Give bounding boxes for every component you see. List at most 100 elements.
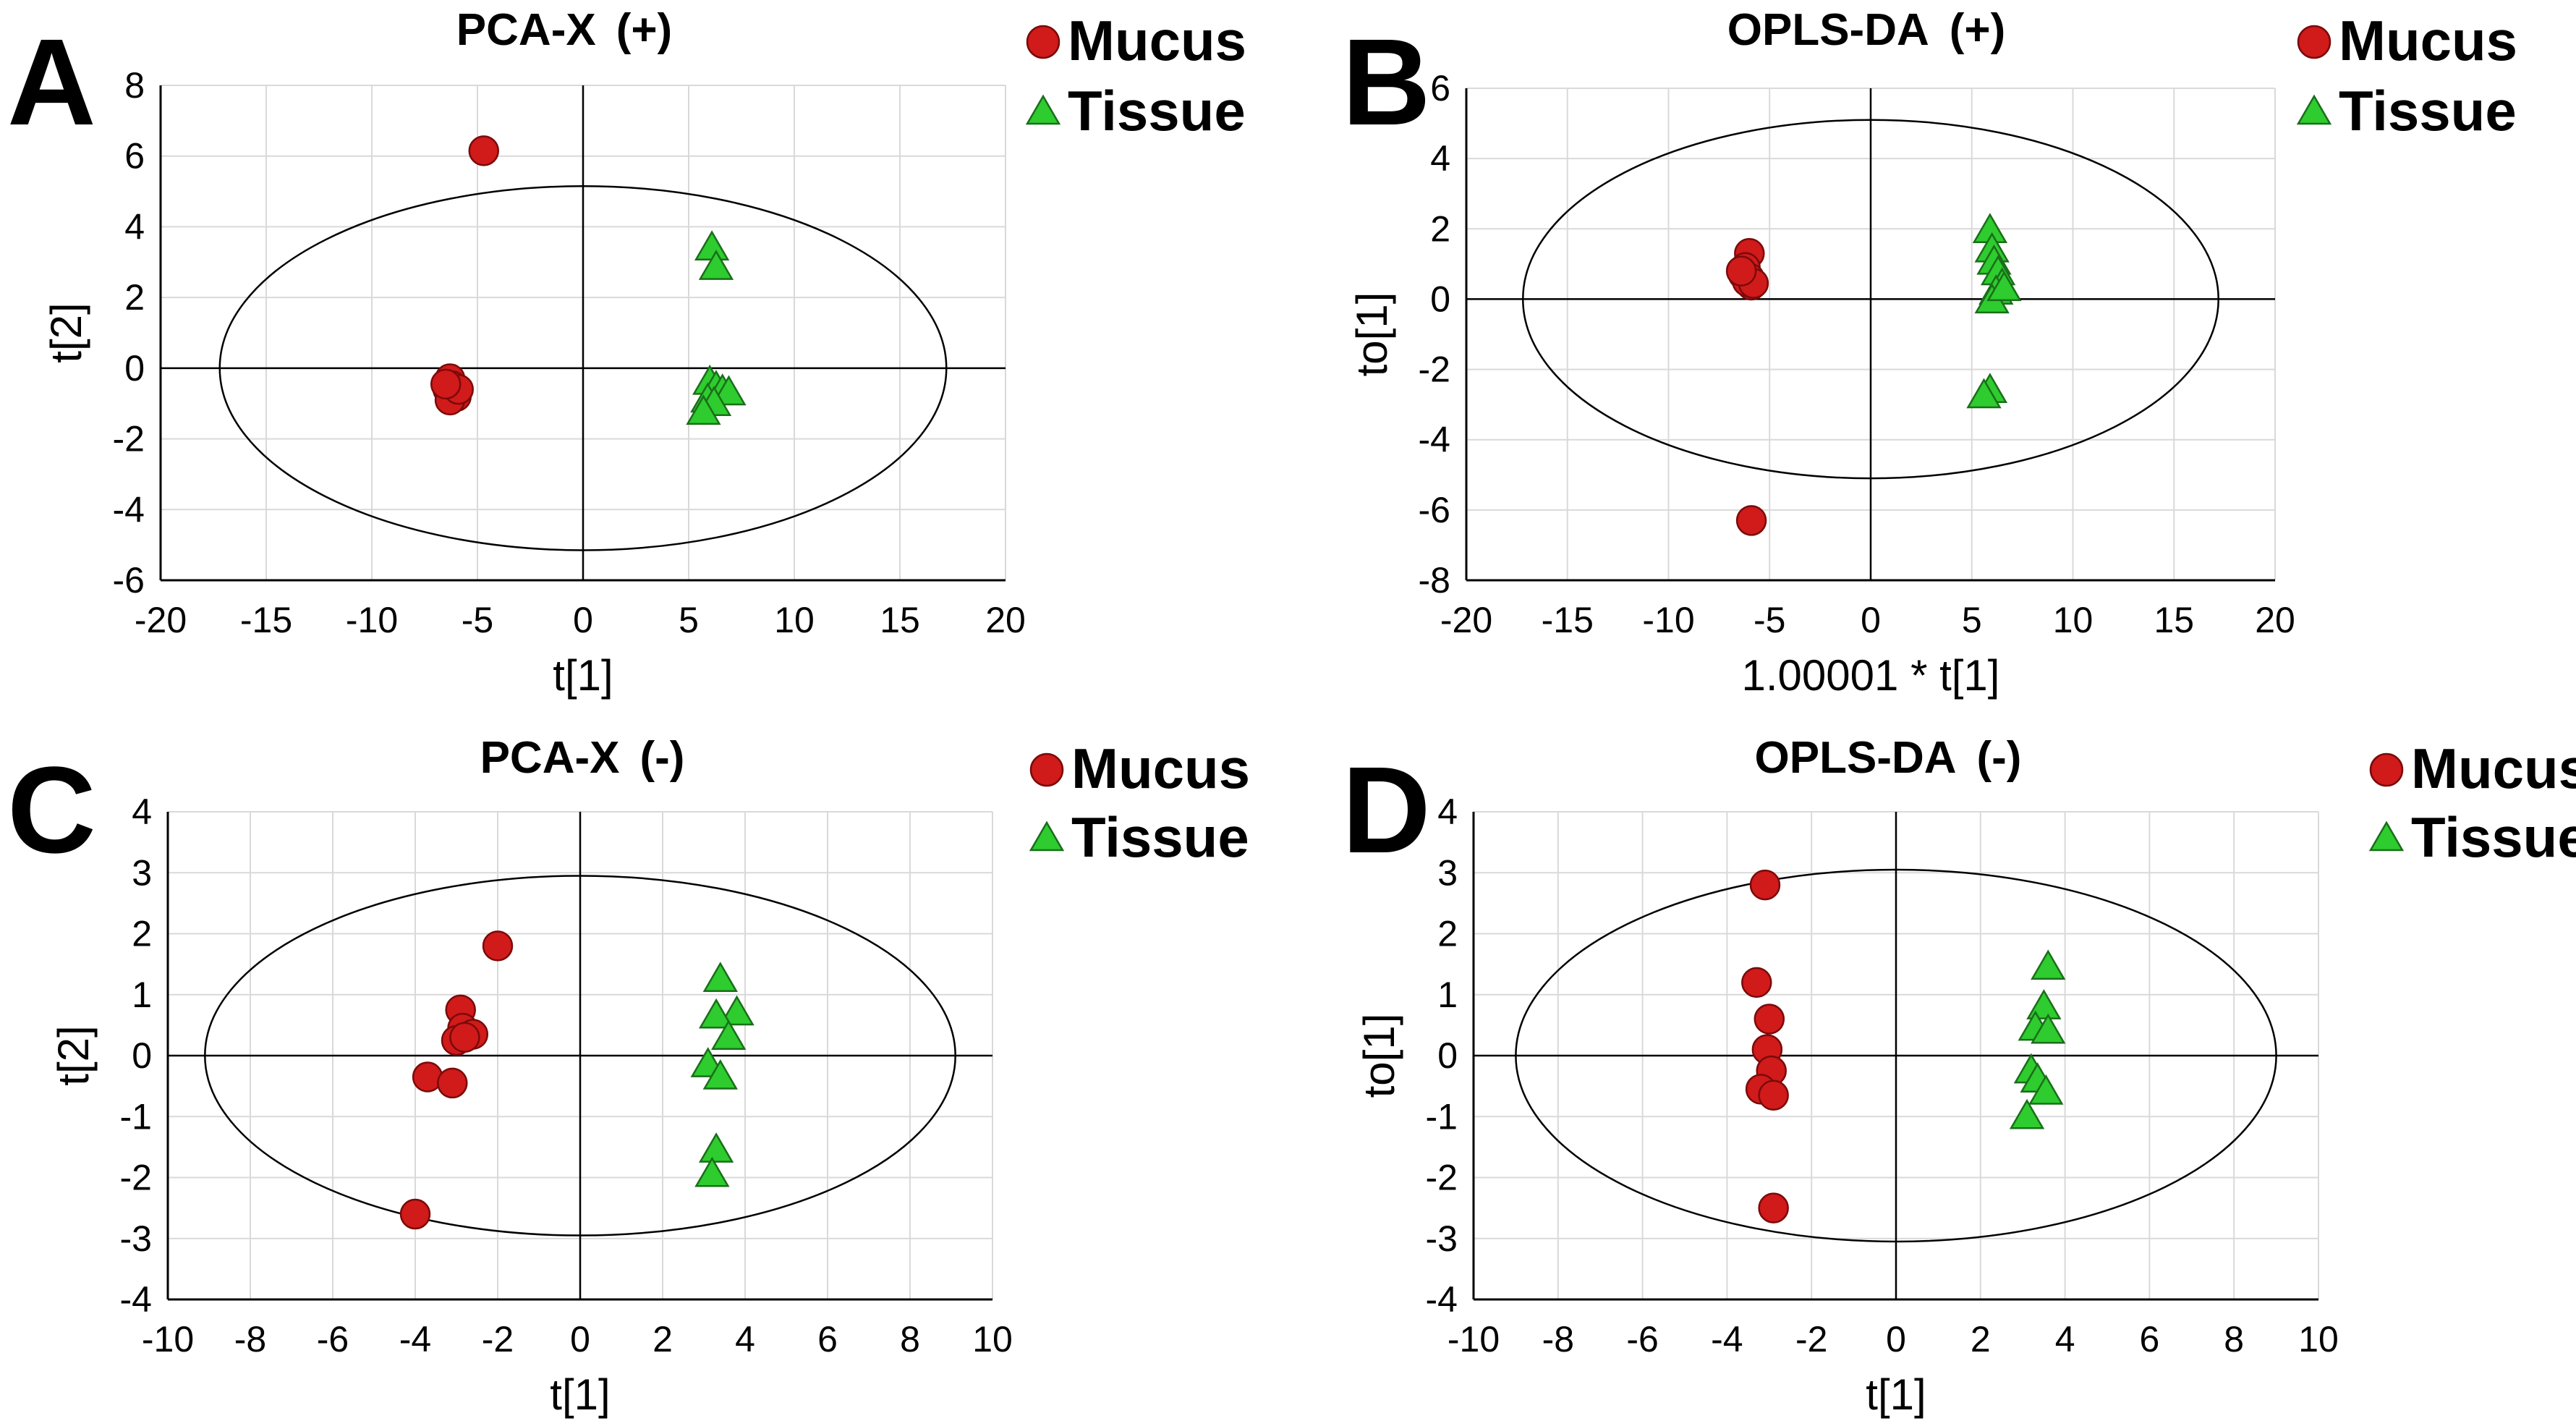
- x-tick-label: 0: [1886, 1319, 1906, 1360]
- x-tick-label: -6: [317, 1319, 349, 1360]
- x-tick-label: 10: [2298, 1319, 2339, 1360]
- y-axis-title: t[2]: [49, 1025, 98, 1085]
- tissue-point: [698, 1132, 734, 1163]
- x-tick-label: -6: [1626, 1319, 1658, 1360]
- y-tick-label: 0: [1437, 1035, 1458, 1076]
- tissue-point: [2031, 949, 2066, 980]
- x-tick-label: -2: [482, 1319, 514, 1360]
- x-axis-title: t[1]: [550, 1370, 610, 1419]
- mucus-point: [1758, 1192, 1789, 1223]
- chart-title: PCA-X (-): [480, 733, 685, 783]
- mucus-point: [1741, 967, 1772, 998]
- y-tick-label: 4: [124, 206, 145, 247]
- y-tick-label: -4: [113, 489, 145, 530]
- hotelling-ellipse: [204, 875, 956, 1237]
- x-tick-label: 20: [985, 600, 1026, 640]
- x-tick-label: 5: [1962, 600, 1982, 640]
- y-tick-label: 2: [1437, 914, 1458, 954]
- x-tick-label: -8: [234, 1319, 266, 1360]
- mucus-point: [482, 930, 514, 962]
- y-tick-label: 2: [132, 914, 152, 954]
- x-tick-label: 2: [1971, 1319, 1991, 1360]
- x-tick-label: -10: [1448, 1319, 1500, 1360]
- mucus-point: [1725, 255, 1757, 287]
- y-tick-label: 0: [132, 1035, 152, 1076]
- tissue-point: [702, 962, 738, 992]
- legend-tissue-label: Tissue: [2411, 805, 2576, 869]
- tissue-point: [2031, 1013, 2066, 1044]
- tissue-point: [2028, 1074, 2064, 1105]
- y-tick-label: 6: [124, 136, 145, 177]
- x-tick-label: -8: [1542, 1319, 1574, 1360]
- legend-mucus-label: Mucus: [2339, 9, 2517, 72]
- tissue-point: [686, 394, 721, 425]
- hotelling-ellipse: [218, 184, 948, 551]
- chart-title-suffix: (+): [1950, 5, 2006, 55]
- tissue-point: [719, 995, 754, 1026]
- legend: Mucus Tissue: [2296, 9, 2517, 143]
- x-tick-label: -4: [1711, 1319, 1743, 1360]
- x-axis-title: t[1]: [553, 651, 613, 700]
- chart-title-main: OPLS-DA: [1727, 5, 1929, 55]
- y-tick-label: -3: [1426, 1218, 1458, 1259]
- legend-mucus-marker: [1026, 25, 1060, 59]
- panel-a: -20 -15 -10 -5 0 5 10 15 20-6-4-202468t[1]t[2]PC…: [7, 5, 1246, 700]
- mucus-point: [449, 1022, 480, 1053]
- legend-tissue-marker: [2296, 94, 2332, 125]
- y-tick-label: -8: [1419, 560, 1450, 601]
- y-tick-label: -4: [120, 1279, 152, 1320]
- y-tick-label: 0: [1430, 279, 1450, 319]
- mucus-point: [430, 368, 462, 400]
- x-tick-label: -10: [346, 600, 398, 640]
- x-tick-label: 4: [2055, 1319, 2075, 1360]
- y-tick-label: -2: [120, 1158, 152, 1198]
- chart-title-main: PCA-X: [480, 733, 620, 783]
- y-tick-label: -2: [1419, 349, 1450, 390]
- x-axis-title: t[1]: [1866, 1370, 1926, 1419]
- mucus-point: [1749, 869, 1781, 901]
- y-tick-label: -4: [1426, 1279, 1458, 1320]
- x-tick-label: 20: [2255, 600, 2295, 640]
- x-axis-title: 1.00001 * t[1]: [1742, 651, 2000, 700]
- x-tick-label: 0: [573, 600, 593, 640]
- tissue-point: [702, 1059, 738, 1090]
- x-tick-label: 8: [2224, 1319, 2244, 1360]
- y-tick-label: 2: [1430, 208, 1450, 249]
- y-tick-label: 2: [124, 277, 145, 318]
- chart-title-suffix: (+): [616, 5, 673, 55]
- hotelling-ellipse: [1522, 119, 2219, 480]
- x-tick-label: 6: [2139, 1319, 2159, 1360]
- tissue-point: [1966, 378, 2002, 409]
- x-tick-label: 10: [2053, 600, 2093, 640]
- x-tick-label: -20: [1440, 600, 1492, 640]
- x-tick-label: -10: [1642, 600, 1694, 640]
- chart-title-suffix: (-): [1977, 733, 2022, 783]
- y-tick-label: -1: [120, 1096, 152, 1137]
- legend-mucus-label: Mucus: [1071, 737, 1250, 800]
- panel-label: A: [7, 14, 96, 151]
- legend-tissue-label: Tissue: [2339, 79, 2517, 143]
- y-axis-title: to[1]: [1355, 1014, 1403, 1098]
- y-tick-label: 4: [1437, 792, 1458, 832]
- x-tick-label: 0: [1861, 600, 1881, 640]
- y-axis-title: t[2]: [42, 302, 90, 362]
- panel-c: -10 -8 -6 -4 -2 0 2 4 6 8 10-4-3-2-101234t[1]t[2]P…: [7, 733, 1250, 1419]
- x-tick-label: 10: [774, 600, 815, 640]
- x-tick-label: 0: [570, 1319, 590, 1360]
- panel-label: D: [1342, 742, 1431, 879]
- chart-title: OPLS-DA (+): [1727, 5, 2006, 55]
- mucus-point: [399, 1198, 431, 1230]
- y-tick-label: -2: [113, 419, 145, 459]
- legend-mucus-marker: [2369, 752, 2404, 787]
- tissue-point: [711, 1019, 747, 1050]
- chart-title: PCA-X (+): [456, 5, 672, 55]
- mucus-point: [437, 1067, 468, 1099]
- panel-label: C: [7, 742, 96, 879]
- legend-mucus-marker: [2297, 25, 2331, 59]
- y-tick-label: 4: [1430, 138, 1450, 179]
- y-tick-label: -1: [1426, 1096, 1458, 1137]
